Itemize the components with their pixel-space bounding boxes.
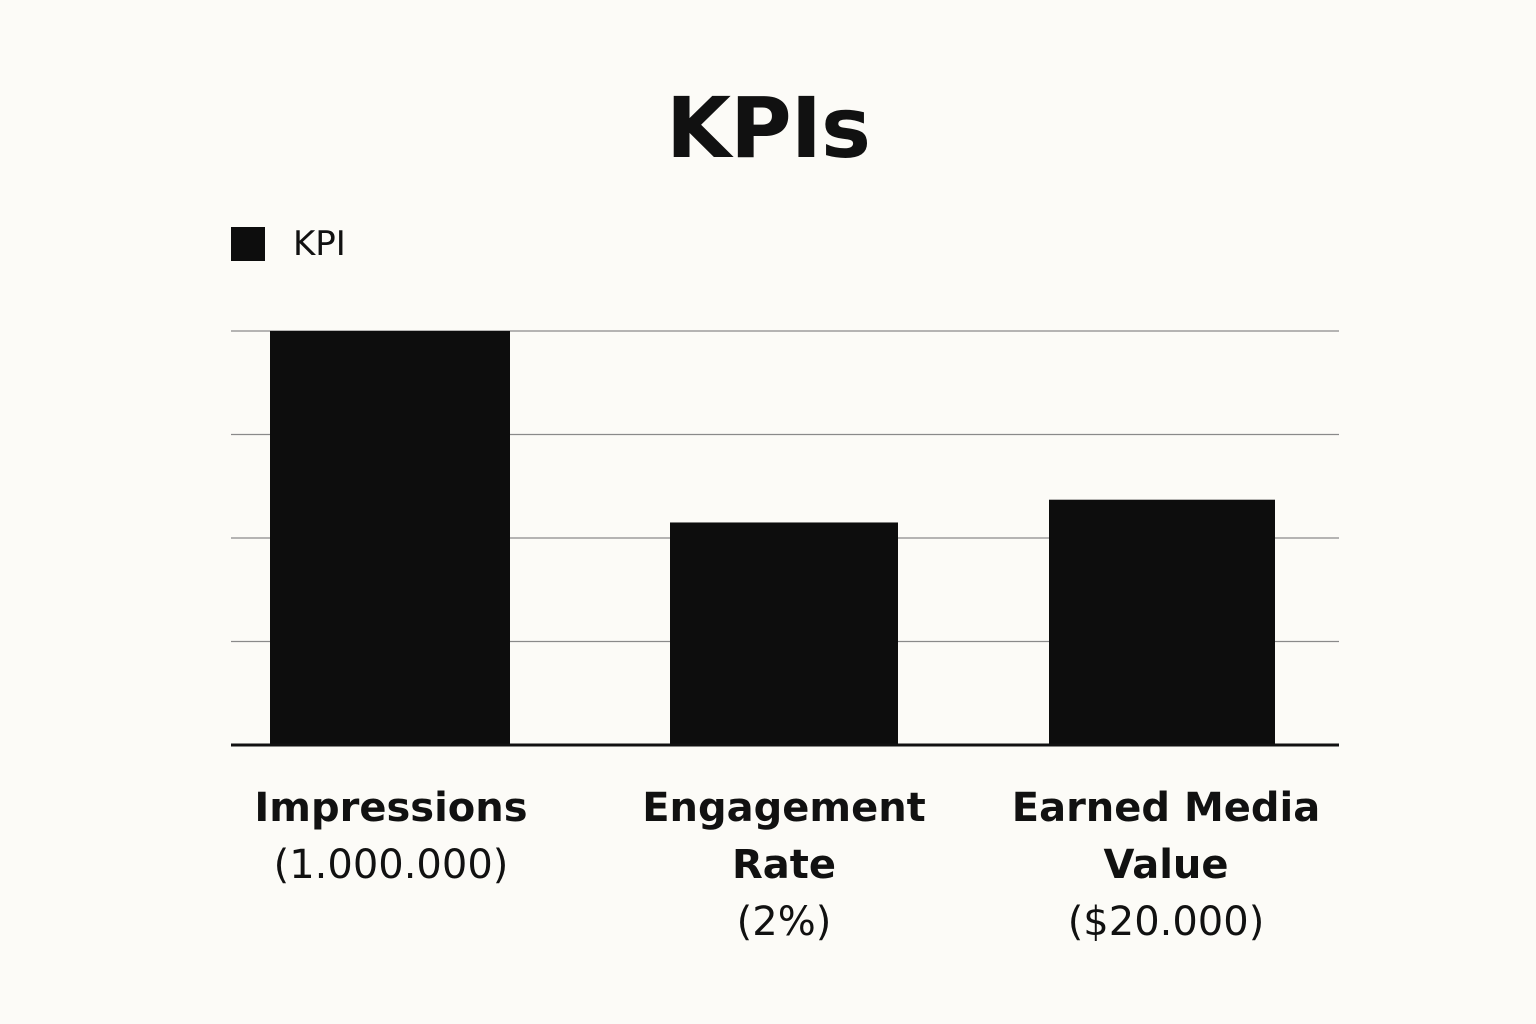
legend-label: KPI <box>293 224 346 264</box>
category-label-impressions: Impressions (1.000.000) <box>221 780 561 894</box>
category-value-note: ($20.000) <box>1067 899 1265 945</box>
chart-title: KPIs <box>666 79 871 177</box>
bars <box>270 331 1275 745</box>
category-label-earned-media-value: Earned Media Value ($20.000) <box>996 780 1336 951</box>
bar-engagement-rate <box>670 522 898 745</box>
category-value-note: (1.000.000) <box>273 842 509 888</box>
category-name: Impressions <box>254 785 528 831</box>
legend: KPI <box>231 222 346 266</box>
category-name: Earned Media Value <box>1011 785 1321 888</box>
bar-impressions <box>270 331 510 745</box>
bar-earned-media-value <box>1049 499 1275 745</box>
category-value-note: (2%) <box>736 899 832 945</box>
category-name: Engagement Rate <box>642 785 926 888</box>
category-label-engagement-rate: Engagement Rate (2%) <box>614 780 954 951</box>
legend-swatch <box>231 227 265 261</box>
